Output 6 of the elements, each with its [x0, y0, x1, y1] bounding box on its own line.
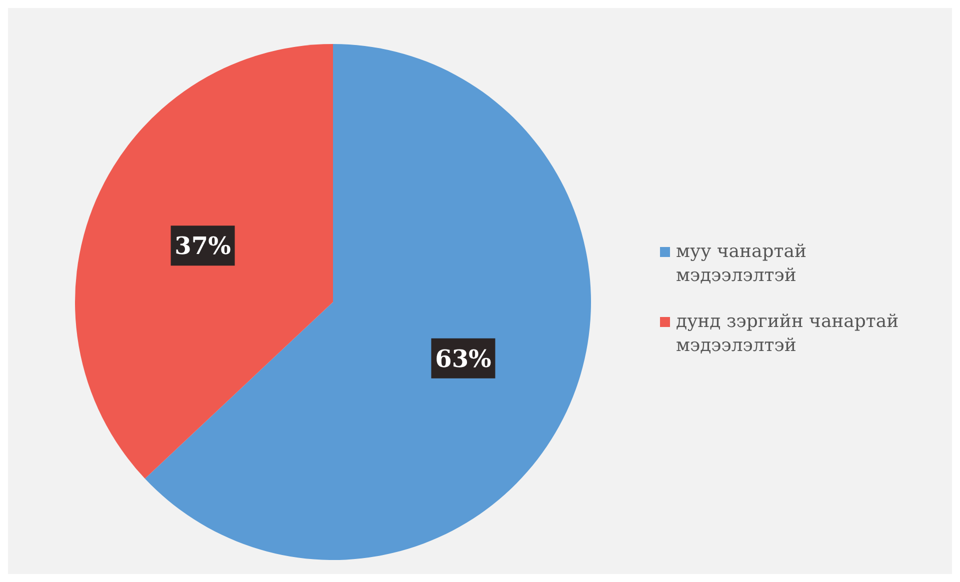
legend-label: муу чанартай мэдээлэлтэй	[676, 241, 806, 286]
pie-slice	[75, 44, 333, 479]
data-label: 37%	[174, 231, 232, 260]
data-label: 63%	[435, 344, 492, 373]
legend-label: дунд зэргийн чанартай мэдээлэлтэй	[676, 311, 899, 356]
pie-slice	[144, 44, 591, 560]
